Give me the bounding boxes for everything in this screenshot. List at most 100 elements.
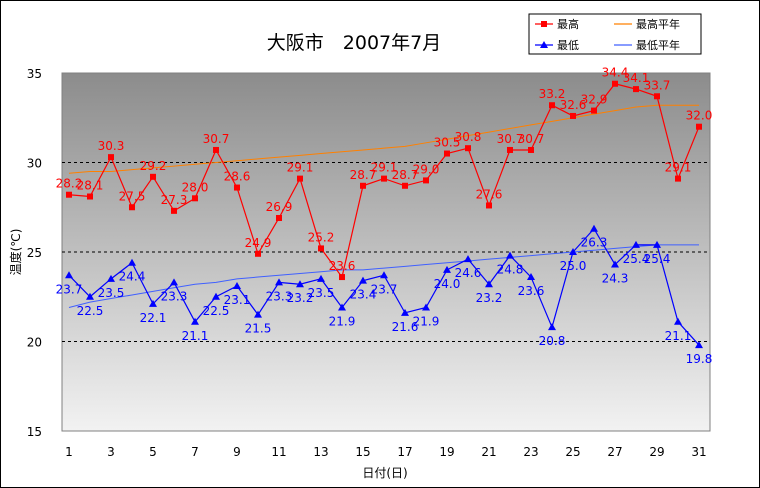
min-data-label: 23.5	[98, 286, 125, 300]
x-tick-label: 3	[107, 445, 115, 459]
max-marker	[423, 177, 429, 184]
min-data-label: 22.5	[203, 304, 230, 318]
min-marker	[443, 265, 451, 273]
max-marker	[318, 245, 324, 252]
min-marker	[359, 276, 367, 284]
x-tick-label: 25	[565, 445, 580, 459]
x-tick-label: 21	[481, 445, 496, 459]
max-data-label: 28.7	[350, 168, 377, 182]
min-marker	[422, 303, 430, 311]
max-marker	[108, 154, 114, 161]
x-tick-label: 29	[649, 445, 664, 459]
max-marker	[171, 207, 177, 214]
max-data-label: 26.9	[266, 200, 293, 214]
min-data-label: 25.0	[560, 259, 587, 273]
max-data-label: 33.2	[539, 87, 566, 101]
max-marker	[528, 146, 534, 153]
min-marker	[254, 310, 262, 318]
min-marker	[695, 341, 703, 349]
min-data-label: 23.2	[287, 291, 314, 305]
max-data-label: 28.0	[182, 180, 209, 194]
min-marker	[611, 260, 619, 268]
y-tick-label: 15	[27, 425, 42, 439]
max-marker	[654, 93, 660, 100]
max-marker	[234, 184, 240, 191]
max-marker	[570, 112, 576, 119]
min-marker	[548, 323, 556, 331]
min-marker	[485, 280, 493, 288]
max-marker	[381, 175, 387, 182]
x-tick-label: 7	[191, 445, 199, 459]
max-data-label: 34.1	[623, 71, 650, 85]
max-marker	[465, 145, 471, 152]
max-marker	[339, 274, 345, 281]
max-marker	[696, 123, 702, 130]
min-data-label: 24.4	[119, 270, 146, 284]
max-marker	[129, 204, 135, 211]
y-tick-label: 20	[27, 336, 42, 350]
max-data-label: 29.1	[287, 161, 314, 175]
max-data-label: 29.1	[371, 161, 398, 175]
x-tick-label: 11	[271, 445, 286, 459]
max-marker	[507, 146, 513, 153]
min-marker	[569, 248, 577, 255]
max-data-label: 29.1	[665, 161, 692, 175]
legend-box	[528, 13, 702, 55]
max-data-label: 28.6	[224, 170, 251, 184]
max-marker	[402, 182, 408, 189]
max-marker	[591, 107, 597, 114]
min-marker	[674, 317, 682, 325]
max-data-label: 30.5	[434, 136, 461, 150]
max-data-label: 30.7	[497, 132, 524, 146]
min-data-label: 23.3	[266, 289, 293, 303]
min-marker	[653, 240, 661, 248]
y-axis-label: 温度(℃)	[8, 229, 23, 276]
min-marker	[296, 280, 304, 288]
x-tick-label: 1	[65, 445, 73, 459]
min-marker	[506, 251, 514, 259]
y-tick-label: 35	[27, 67, 42, 81]
max-marker	[444, 150, 450, 157]
min-marker	[632, 240, 640, 248]
min-marker	[527, 273, 535, 281]
min-data-label: 22.5	[77, 304, 104, 318]
series-layer: 28.228.1 30.3 27.5 29.2 27.328.0 30.7 28.6 24.9…	[56, 66, 713, 366]
min-marker	[65, 271, 73, 279]
min-data-label: 23.2	[476, 291, 503, 305]
min-marker	[86, 292, 94, 300]
y-tick-label: 25	[27, 246, 42, 260]
y-axis-ticks: 15 20 25 30 35	[27, 67, 42, 439]
gridlines	[62, 162, 710, 342]
min-marker	[275, 278, 283, 286]
min-data-label: 23.7	[371, 282, 398, 296]
min-data-label: 23.5	[308, 286, 335, 300]
min-marker	[107, 274, 115, 282]
min-marker	[128, 258, 136, 266]
max-marker	[150, 173, 156, 180]
max-marker	[66, 191, 72, 198]
legend-label: 最低平年	[636, 38, 680, 52]
max-data-label: 30.7	[203, 132, 230, 146]
min-data-label: 24.3	[602, 272, 629, 286]
min-marker	[149, 299, 157, 307]
x-tick-label: 13	[313, 445, 328, 459]
legend-triangle-marker	[540, 41, 548, 48]
y-tick-label: 30	[27, 157, 42, 171]
legend-label: 最高	[557, 17, 579, 31]
min-data-label: 24.6	[455, 266, 482, 280]
max-data-label: 30.8	[455, 130, 482, 144]
min-data-label: 23.4	[350, 288, 377, 302]
max-marker	[549, 102, 555, 109]
min-data-label: 24.8	[497, 263, 524, 277]
max-data-label: 29.2	[140, 159, 167, 173]
min-data-label: 23.1	[224, 293, 251, 307]
min-data-label: 23.6	[518, 284, 545, 298]
max-data-label: 30.7	[518, 132, 545, 146]
min-marker	[212, 292, 220, 300]
max-data-label: 30.3	[98, 139, 125, 153]
max-marker	[633, 86, 639, 93]
max-marker	[675, 175, 681, 182]
min-marker	[170, 278, 178, 286]
